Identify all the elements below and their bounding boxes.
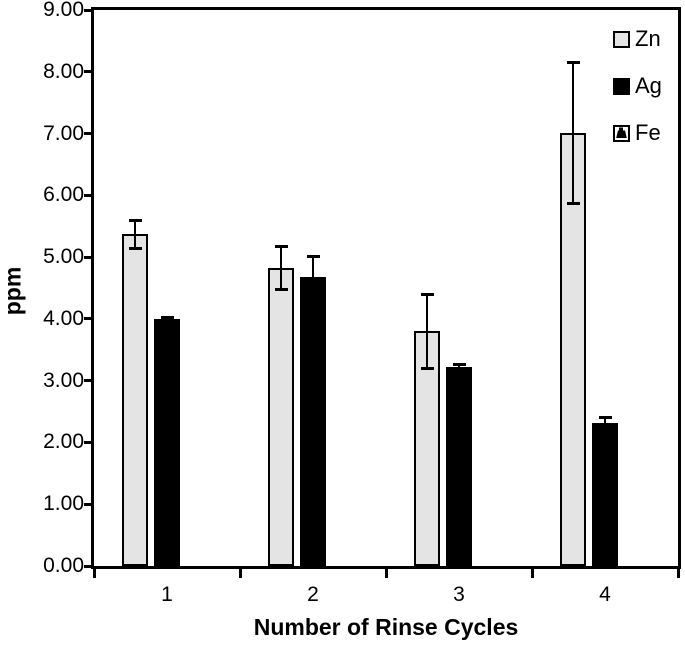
x-tick-mark-4 [676,569,680,578]
x-tick-label-4: 4 [599,583,611,606]
bars-layer [94,10,678,566]
y-tick-mark-1.00 [84,502,91,506]
bar-ag-3 [446,367,472,566]
legend-marker-zn-icon [613,30,630,48]
x-tick-mark-1 [238,569,242,578]
error-bar-zn-4 [572,60,574,206]
x-tick-mark-0 [92,569,96,578]
y-tick-mark-7.00 [84,132,91,136]
x-tick-label-1: 1 [161,583,173,606]
error-cap-bottom-ag-4 [598,427,612,431]
error-cap-top-zn-4 [566,60,580,64]
legend: Zn Ag Fe [613,26,662,167]
legend-label-fe: Fe [635,120,661,145]
legend-item-ag: Ag [613,73,662,99]
plot-area: Zn Ag Fe [91,7,681,569]
error-cap-top-ag-1 [160,316,174,320]
error-bar-zn-3 [426,292,428,370]
error-cap-bottom-zn-3 [420,366,434,370]
error-cap-bottom-ag-1 [160,318,174,322]
y-tick-label-9.00: 9.00 [43,0,84,21]
y-tick-label-5.00: 5.00 [43,245,84,269]
bar-ag-4 [592,423,618,566]
y-tick-label-6.00: 6.00 [43,183,84,207]
bar-ag-2 [300,276,326,566]
x-tick-mark-2 [384,569,388,578]
y-tick-label-7.00: 7.00 [43,121,84,145]
y-tick-label-2.00: 2.00 [43,430,84,454]
legend-item-zn: Zn [613,26,662,52]
error-cap-bottom-ag-3 [452,367,466,371]
x-tick-mark-3 [530,569,534,578]
y-tick-label-1.00: 1.00 [43,492,84,516]
y-tick-label-8.00: 8.00 [43,59,84,83]
error-cap-bottom-ag-2 [306,295,320,299]
legend-item-fe: Fe [613,120,662,146]
x-tick-label-3: 3 [453,583,465,606]
error-cap-top-zn-3 [420,292,434,296]
x-tick-label-2: 2 [307,583,319,606]
y-tick-mark-2.00 [84,440,91,444]
legend-marker-ag-icon [613,77,630,95]
legend-label-ag: Ag [635,73,662,98]
bar-zn-3 [414,331,440,566]
y-tick-mark-5.00 [84,255,91,259]
y-tick-label-4.00: 4.00 [43,306,84,330]
error-cap-top-ag-2 [306,255,320,259]
error-cap-top-ag-3 [452,363,466,367]
error-cap-bottom-zn-1 [128,246,142,250]
y-tick-mark-8.00 [84,70,91,74]
error-cap-bottom-zn-4 [566,202,580,206]
error-bar-ag-2 [312,255,314,299]
bar-ag-1 [154,318,180,566]
error-cap-top-ag-4 [598,416,612,420]
y-tick-mark-4.00 [84,317,91,321]
x-axis-title: Number of Rinse Cycles [253,614,519,640]
legend-marker-fe-icon [613,124,630,142]
y-tick-mark-3.00 [84,379,91,383]
y-tick-mark-6.00 [84,193,91,197]
bar-zn-2 [268,268,294,566]
legend-label-zn: Zn [635,26,661,51]
bar-zn-1 [122,234,148,566]
error-cap-bottom-zn-2 [274,288,288,292]
error-cap-top-zn-1 [128,218,142,222]
error-bar-zn-2 [280,245,282,292]
error-cap-top-zn-2 [274,245,288,249]
error-bar-zn-1 [134,218,136,250]
y-tick-mark-9.00 [84,8,91,12]
error-bar-ag-4 [604,416,606,431]
y-tick-label-3.00: 3.00 [43,368,84,392]
y-tick-mark-0.00 [84,564,91,568]
y-tick-label-0.00: 0.00 [43,554,84,577]
error-bar-ag-3 [458,363,460,371]
